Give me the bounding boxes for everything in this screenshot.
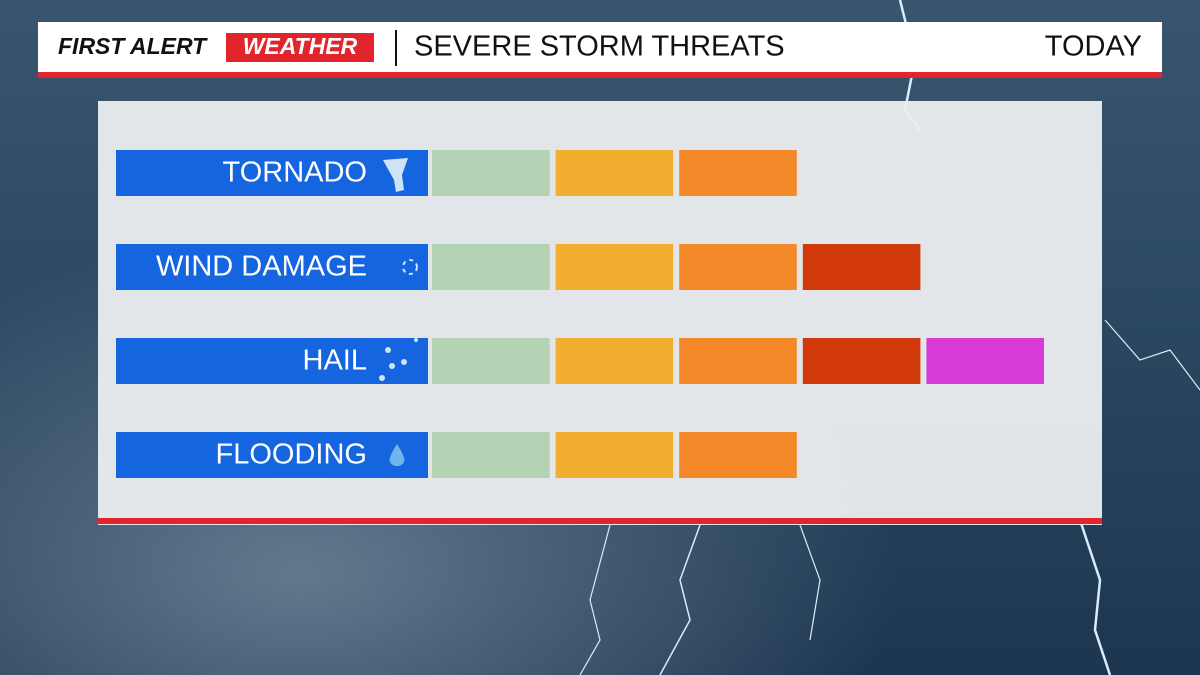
level-block	[679, 338, 797, 384]
label-box	[116, 338, 428, 384]
level-block	[555, 432, 674, 478]
threat-bar	[432, 338, 1044, 384]
level-block	[555, 244, 674, 290]
level-block	[679, 432, 797, 478]
level-block	[432, 244, 550, 290]
icons	[379, 158, 418, 467]
hail-icon	[379, 338, 418, 381]
header-period: TODAY	[1045, 31, 1142, 63]
drop-icon	[389, 444, 405, 467]
threat-bar	[432, 244, 921, 290]
label-box	[116, 150, 428, 196]
level-block	[926, 338, 1044, 384]
brand-second: WEATHER	[243, 33, 358, 59]
level-block	[432, 432, 550, 478]
level-block	[679, 150, 797, 196]
level-block	[555, 338, 674, 384]
wind-icon	[402, 259, 418, 275]
panel-stripe	[98, 518, 1102, 524]
tornado-icon	[383, 158, 408, 192]
level-block	[432, 338, 550, 384]
label-box	[116, 244, 428, 290]
level-block	[802, 244, 921, 290]
level-block	[679, 244, 797, 290]
label-box	[116, 432, 428, 478]
category-label: HAIL	[303, 345, 367, 377]
category-label: TORNADO	[223, 157, 367, 189]
header-stripe	[38, 72, 1162, 78]
header-bar	[38, 22, 1162, 73]
threat-bar	[432, 432, 797, 478]
level-block	[555, 150, 674, 196]
header-title: SEVERE STORM THREATS	[414, 31, 785, 63]
level-block	[802, 338, 921, 384]
brand-box	[226, 33, 374, 62]
category-label: WIND DAMAGE	[156, 251, 367, 283]
brand-first: FIRST ALERT	[58, 33, 208, 59]
category-label: FLOODING	[216, 439, 367, 471]
threat-bar	[432, 150, 797, 196]
level-block	[432, 150, 550, 196]
